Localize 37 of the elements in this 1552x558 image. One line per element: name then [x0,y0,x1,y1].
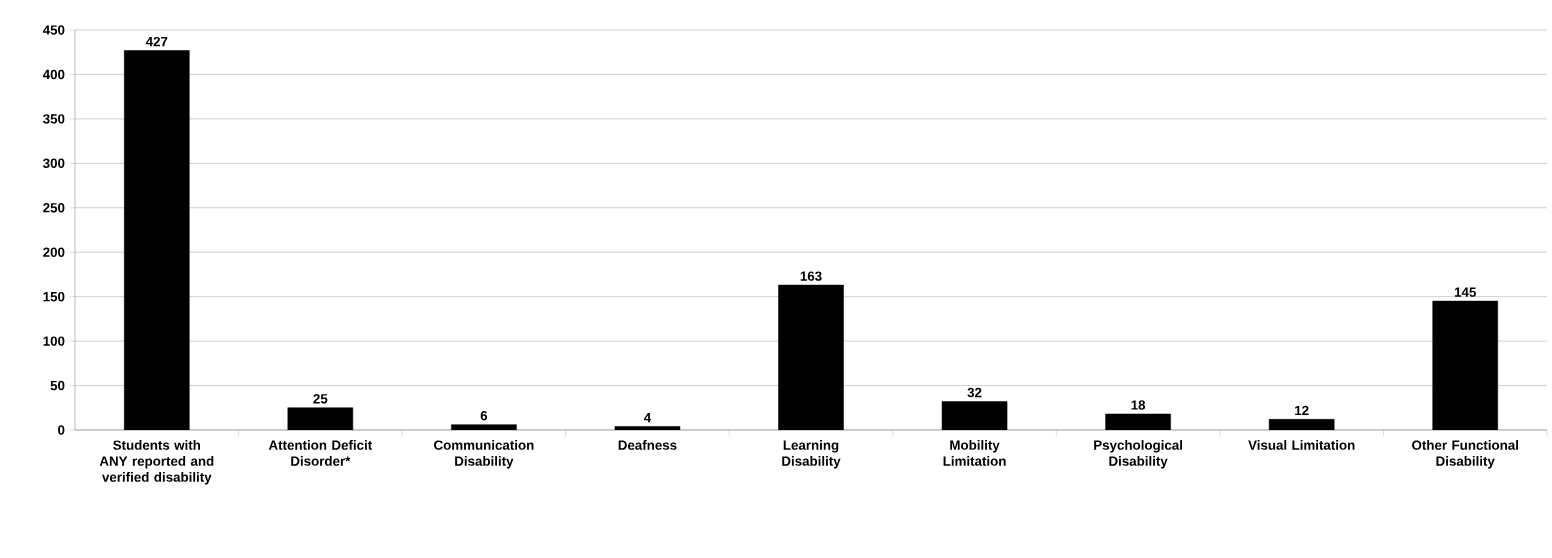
x-tick-label: Deafness [618,440,677,450]
data-label: 163 [800,271,822,281]
x-tick-label: Learning Disability [782,440,841,469]
x-tick-label: Mobility Limitation [943,440,1006,466]
y-tick-label: 250 [43,203,65,213]
data-label: 12 [1295,405,1309,416]
y-tick-label: 200 [43,247,65,257]
data-label: 25 [313,394,328,404]
y-tick-label: 400 [42,69,65,80]
bar [941,401,1008,430]
data-label: 427 [145,36,168,47]
bar [451,424,517,430]
y-tick-label: 350 [43,114,65,124]
bar [614,426,681,430]
y-tick-label: 300 [43,158,65,169]
x-tick-label: Students with ANY reported and verified disability [99,440,214,485]
data-label: 18 [1131,400,1146,410]
x-tick-label: Psychological Disability [1094,440,1182,469]
x-tick-label: Attention Deficit Disorder* [268,440,373,466]
bar [124,50,190,430]
data-label: 6 [480,410,488,421]
x-tick-label: Other Functional Disability [1412,440,1518,469]
data-label: 4 [643,413,652,423]
x-tick-label: Visual Limitation [1248,440,1355,450]
x-tick-label: Communication Disability [434,440,534,469]
bar [287,407,354,430]
bar [1105,413,1171,430]
bar [1432,300,1498,430]
bar [1268,419,1335,430]
y-tick-label: 450 [42,25,65,35]
y-tick-label: 100 [43,336,65,346]
y-tick-label: 0 [58,425,65,435]
y-tick-label: 50 [50,380,65,391]
y-tick-label: 150 [43,291,65,302]
data-label: 145 [1454,287,1476,297]
bar [778,284,844,430]
data-label: 32 [967,387,982,398]
